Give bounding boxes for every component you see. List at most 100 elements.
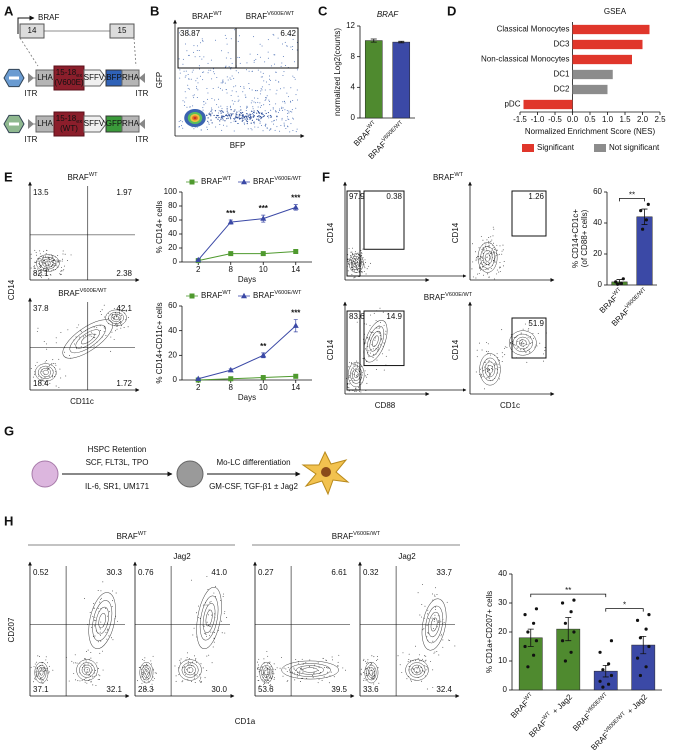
bar <box>392 41 411 119</box>
superscript: V600E/WT <box>274 290 302 296</box>
event-dot <box>42 263 44 265</box>
event-dot <box>120 327 122 329</box>
event-dot <box>69 355 70 356</box>
event-dot <box>492 254 493 256</box>
event-dot <box>52 256 54 258</box>
event-dot <box>237 122 239 124</box>
event-dot <box>241 119 244 121</box>
event-dot <box>266 678 268 680</box>
event-dot <box>246 118 248 120</box>
event-dot <box>353 270 355 272</box>
event-dot <box>207 614 209 616</box>
event-dot <box>127 316 129 318</box>
event-dot <box>253 60 255 62</box>
event-dot <box>61 260 63 262</box>
event-dot <box>186 656 188 658</box>
event-dot <box>222 117 224 119</box>
data-point <box>523 613 527 617</box>
event-dot <box>287 126 289 128</box>
event-dot <box>482 274 484 276</box>
event-dot <box>525 351 527 353</box>
event-dot <box>258 116 260 118</box>
series-line <box>198 325 297 380</box>
event-dot <box>358 368 360 370</box>
event-dot <box>369 324 371 326</box>
quadrant-percent: 39.5 <box>331 685 347 694</box>
event-dot <box>504 348 506 349</box>
event-dot <box>269 104 271 106</box>
legend-label: BRAFV600E/WT <box>253 290 302 300</box>
density-contour <box>202 602 216 634</box>
event-dot <box>259 115 261 118</box>
event-dot <box>256 90 258 92</box>
event-dot <box>250 122 252 124</box>
event-dot <box>481 349 483 351</box>
event-dot <box>361 261 363 263</box>
event-dot <box>434 614 436 616</box>
gene-label: BRAF <box>38 13 59 22</box>
significance-label: *** <box>226 209 236 218</box>
event-dot <box>250 113 252 116</box>
event-dot <box>236 117 239 119</box>
event-dot <box>46 348 48 350</box>
event-dot <box>496 244 498 246</box>
event-dot <box>152 679 154 681</box>
event-dot <box>495 368 497 370</box>
event-dot <box>438 620 440 622</box>
x-tick-label: 2.5 <box>654 115 666 124</box>
data-point <box>619 281 623 286</box>
event-dot <box>283 100 285 102</box>
event-dot <box>426 669 428 671</box>
event-dot <box>150 660 152 662</box>
event-dot <box>83 666 85 668</box>
event-dot <box>202 604 204 606</box>
event-dot <box>51 363 53 365</box>
subscript: ex <box>76 73 82 79</box>
event-dot <box>213 71 215 73</box>
event-dot <box>282 107 284 109</box>
event-dot <box>43 261 45 263</box>
event-dot <box>190 681 192 683</box>
event-dot <box>295 94 297 96</box>
event-dot <box>48 257 50 259</box>
event-dot <box>227 52 229 54</box>
y-tick-label: DC2 <box>553 85 570 94</box>
error-bar <box>398 40 405 44</box>
event-dot <box>268 100 270 102</box>
event-dot <box>471 268 473 270</box>
event-dot <box>378 682 380 684</box>
event-dot <box>145 665 147 667</box>
event-dot <box>269 129 271 131</box>
event-dot <box>30 666 32 668</box>
event-dot <box>383 324 385 326</box>
rha-box <box>121 115 140 133</box>
event-dot <box>365 662 367 664</box>
event-dot <box>272 686 274 688</box>
event-dot <box>208 654 210 656</box>
event-dot <box>45 382 46 384</box>
event-dot <box>193 128 195 130</box>
density-contour <box>430 617 438 632</box>
event-dot <box>196 675 198 677</box>
event-dot <box>45 261 47 263</box>
event-dot <box>86 651 87 653</box>
event-dot <box>250 115 252 118</box>
data-point <box>563 659 568 663</box>
event-dot <box>230 95 232 97</box>
event-dot <box>47 261 48 263</box>
subscript: ex <box>76 119 82 125</box>
event-dot <box>256 676 258 677</box>
event-dot <box>297 99 299 101</box>
density-contour <box>37 365 54 379</box>
quadrant-percent: 32.4 <box>436 685 452 694</box>
event-dot <box>264 61 266 63</box>
event-dot <box>350 267 352 269</box>
itr-mark <box>139 73 145 83</box>
event-dot <box>221 620 222 622</box>
y-axis-label: CD207 <box>7 617 16 642</box>
event-dot <box>237 95 239 97</box>
event-dot <box>231 75 233 77</box>
event-dot <box>218 116 220 119</box>
event-dot <box>112 600 114 602</box>
y-tick-label: 60 <box>168 301 177 310</box>
